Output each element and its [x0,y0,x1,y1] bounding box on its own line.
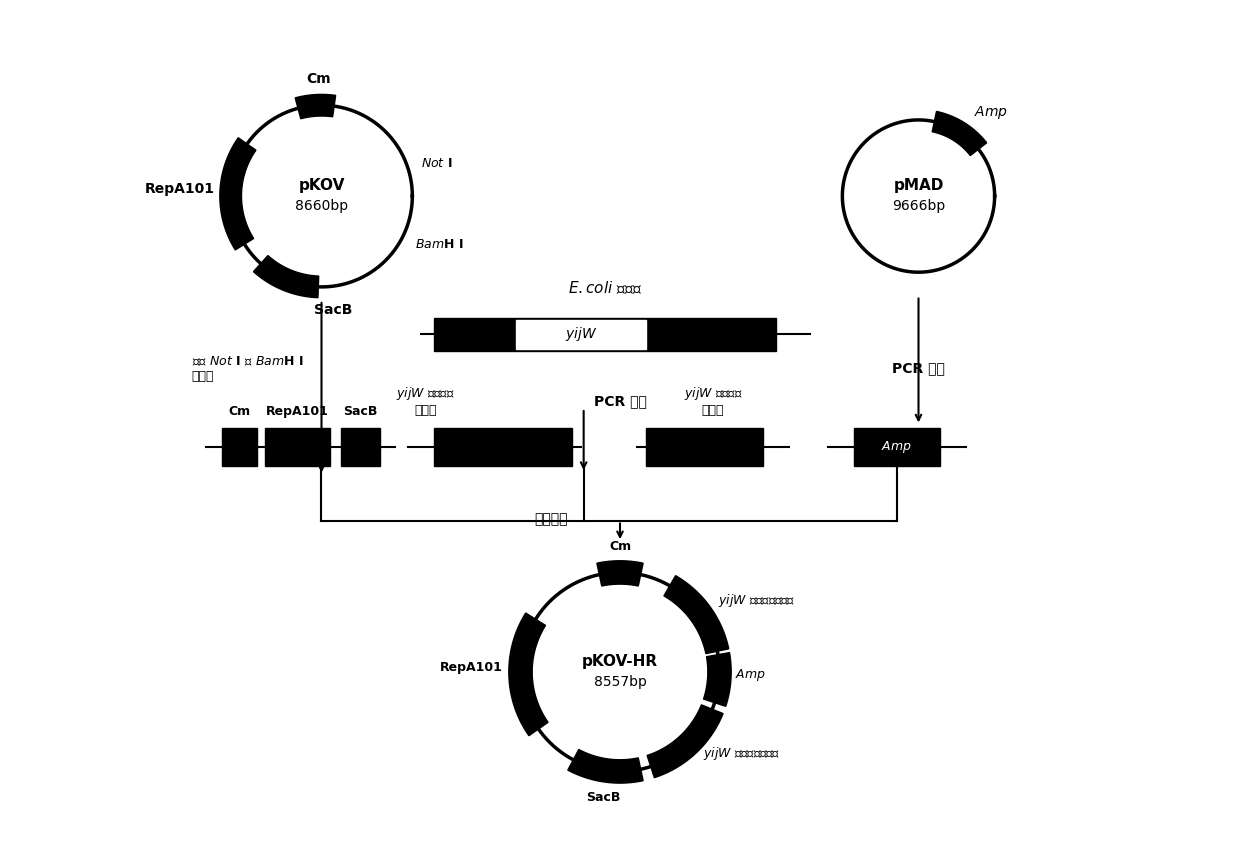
Polygon shape [663,575,729,654]
Text: RepA101: RepA101 [145,181,215,195]
Text: $\it{Amp}$: $\it{Amp}$ [975,104,1008,122]
Polygon shape [932,111,987,155]
Text: $\it{Amp}$: $\it{Amp}$ [882,439,913,455]
FancyBboxPatch shape [265,428,330,466]
FancyBboxPatch shape [341,428,381,466]
Polygon shape [606,765,622,780]
FancyBboxPatch shape [222,428,257,466]
Polygon shape [219,138,255,250]
Text: 使用 $\it{Not}$ I 和 $\it{Bam}$H I
双酶切: 使用 $\it{Not}$ I 和 $\it{Bam}$H I 双酶切 [192,355,304,384]
Polygon shape [513,677,529,694]
Polygon shape [945,119,959,131]
FancyBboxPatch shape [516,319,646,349]
Text: $\it{E.coli}$ 基因组: $\it{E.coli}$ 基因组 [568,279,642,297]
Text: $\it{Bam}$H I: $\it{Bam}$H I [415,238,464,251]
Text: PCR 扩增: PCR 扩增 [594,394,646,408]
Polygon shape [298,280,314,294]
Text: SacB: SacB [343,405,378,418]
Text: $\it{Not}$ I: $\it{Not}$ I [420,157,453,170]
Polygon shape [703,653,732,707]
FancyBboxPatch shape [434,318,776,351]
Polygon shape [596,561,644,586]
Text: Cm: Cm [609,541,631,554]
Polygon shape [647,705,723,778]
Text: pKOV-HR: pKOV-HR [582,654,658,669]
Text: $\it{yijW}$ 基因上游同源臂: $\it{yijW}$ 基因上游同源臂 [718,592,795,609]
Text: Cm: Cm [306,72,331,86]
Text: SacB: SacB [314,303,352,317]
FancyBboxPatch shape [434,428,573,466]
Polygon shape [295,95,336,119]
Polygon shape [299,100,314,114]
Text: $\it{yijW}$ 基因上游
同源臂: $\it{yijW}$ 基因上游 同源臂 [396,385,455,417]
Polygon shape [253,255,319,298]
Polygon shape [683,594,698,611]
FancyBboxPatch shape [646,428,763,466]
Text: $\it{yijW}$ 基因下游
同源臂: $\it{yijW}$ 基因下游 同源臂 [683,385,743,417]
Text: pKOV: pKOV [299,178,345,194]
Text: pMAD: pMAD [893,178,944,194]
Text: $\it{yijW}$ 基因下游同源臂: $\it{yijW}$ 基因下游同源臂 [703,745,781,762]
Text: 重组连接: 重组连接 [534,513,568,527]
Text: 8557bp: 8557bp [594,675,646,689]
FancyBboxPatch shape [853,428,940,466]
Text: 9666bp: 9666bp [892,200,945,214]
Polygon shape [223,196,238,210]
Text: PCR 扩增: PCR 扩增 [892,361,945,375]
Text: $\it{Amp}$: $\it{Amp}$ [735,667,765,682]
Polygon shape [508,613,548,736]
Polygon shape [713,664,728,681]
Polygon shape [568,749,644,783]
Polygon shape [604,565,620,580]
Text: RepA101: RepA101 [440,661,503,674]
Text: Cm: Cm [228,405,250,418]
Text: SacB: SacB [587,792,621,805]
Text: RepA101: RepA101 [265,405,329,418]
Text: $\it{yijW}$: $\it{yijW}$ [565,326,598,344]
Text: 8660bp: 8660bp [295,200,348,214]
Polygon shape [687,730,703,746]
